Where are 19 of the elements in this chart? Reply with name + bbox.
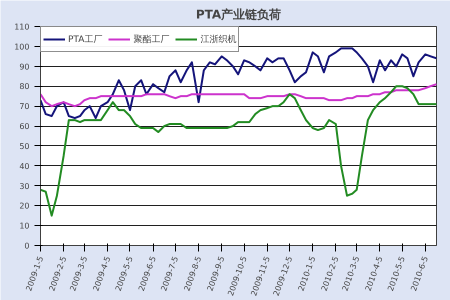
line-series <box>40 85 436 217</box>
y-tick-label: 10 <box>19 222 30 231</box>
y-tick-label: 60 <box>19 122 30 132</box>
y-tick-label: 0 <box>24 242 30 250</box>
y-tick-label: 90 <box>19 62 30 72</box>
legend-label: 江浙织机 <box>200 34 236 46</box>
y-tick-label: 20 <box>19 202 30 211</box>
y-tick-label: 70 <box>19 102 30 112</box>
chart-title: PTA产业链负荷 <box>196 8 282 22</box>
y-tick-label: 80 <box>19 82 30 92</box>
y-tick-label: 30 <box>19 182 30 191</box>
y-tick-label: 100 <box>14 42 30 52</box>
legend-label: PTA工厂 <box>68 34 102 46</box>
line-series <box>40 47 436 120</box>
y-tick-label: 50 <box>19 142 30 151</box>
legend-label: 聚酯工厂 <box>133 34 170 46</box>
y-tick-label: 40 <box>19 162 30 171</box>
y-tick-label: 110 <box>14 22 30 32</box>
line-series <box>40 83 436 108</box>
